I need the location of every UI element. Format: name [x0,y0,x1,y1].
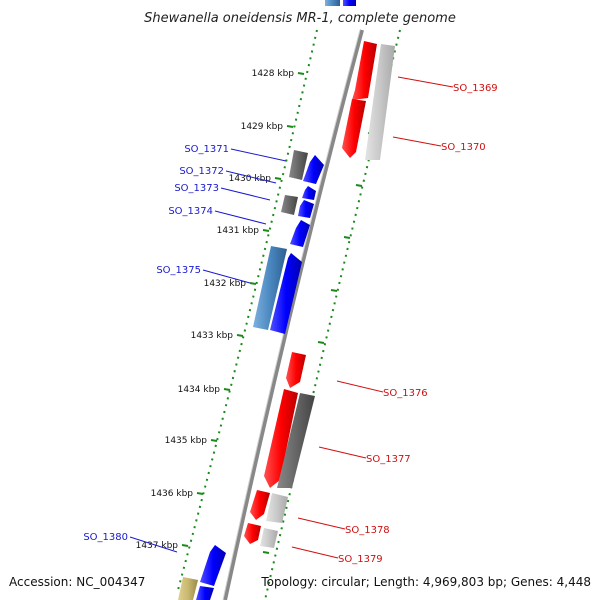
tick-mark [274,177,282,180]
tick-mark [262,229,270,232]
feature-so1369 [352,41,377,100]
feature-so1374 [298,200,314,218]
tick-mark [249,282,257,285]
tick-label: 1431 kbp [217,226,260,236]
gene-labels: SO_1369 SO_1370 SO_1371 SO_1372 SO_1373 … [83,83,497,565]
tick-mark [355,184,363,187]
gene-label-so1372[interactable]: SO_1372 [179,166,224,177]
tick-mark [181,544,189,547]
gene-label-so1374[interactable]: SO_1374 [168,206,213,217]
gene-label-so1375[interactable]: SO_1375 [156,265,201,276]
forward-strand-features [244,0,395,548]
map-title: Shewanella oneidensis MR-1, complete gen… [144,11,456,26]
tick-label: 1436 kbp [151,489,194,499]
tick-mark [343,236,351,239]
feature-so1376 [286,352,306,388]
tick-label: 1430 kbp [229,174,272,184]
forward-scale-track [264,29,401,600]
tick-mark [330,289,338,292]
gene-label-so1380[interactable]: SO_1380 [83,532,128,543]
genome-backbone [223,29,364,600]
feature-so1374-gray [281,195,298,215]
feature-so1373 [302,186,316,200]
feature-so1377-gray [277,393,315,488]
tick-mark [262,551,270,554]
feature-so1378-gray [266,493,288,523]
tick-mark [223,388,231,391]
feature-top-gray [325,0,340,6]
feature-so1379-gray [260,528,278,548]
tick-mark [317,341,325,344]
tick-mark [236,334,244,337]
feature-so1378 [250,490,270,520]
feature-so1369-gray [365,44,395,160]
feature-so1371-gray [289,150,308,180]
feature-so1377 [264,389,298,488]
gene-label-so1376[interactable]: SO_1376 [383,388,428,399]
label-connectors [129,76,454,559]
gene-label-so1378[interactable]: SO_1378 [345,525,390,536]
tick-label: 1433 kbp [191,331,234,341]
gene-label-so1379[interactable]: SO_1379 [338,554,383,565]
feature-so1371 [303,155,324,184]
tick-label: 1429 kbp [241,122,284,132]
gene-label-so1369[interactable]: SO_1369 [453,83,498,94]
tick-label: 1428 kbp [252,69,295,79]
feature-top-blue [343,0,356,6]
feature-bottom-blue [196,586,214,600]
tick-label: 1432 kbp [204,279,247,289]
gene-label-so1377[interactable]: SO_1377 [366,454,411,465]
tick-label: 1435 kbp [165,436,208,446]
reverse-strand-features [178,150,324,600]
feature-so1379 [244,523,261,544]
tick-mark [210,439,218,442]
gene-label-so1373[interactable]: SO_1373 [174,183,219,194]
feature-so1375 [270,253,302,334]
gene-label-so1371[interactable]: SO_1371 [184,144,229,155]
tick-mark [196,492,204,495]
feature-so1375-steel [253,246,287,330]
tick-label: 1434 kbp [178,385,221,395]
topology-text: Topology: circular; Length: 4,969,803 bp… [260,575,591,589]
feature-bottom-khaki [178,577,198,600]
feature-so1374b [290,220,310,247]
gene-label-so1370[interactable]: SO_1370 [441,142,486,153]
accession-text: Accession: NC_004347 [9,575,145,589]
tick-mark [286,125,294,128]
feature-so1380 [200,545,226,586]
tick-mark [297,72,305,75]
feature-so1370 [342,99,366,158]
reverse-scale-track [177,29,318,591]
